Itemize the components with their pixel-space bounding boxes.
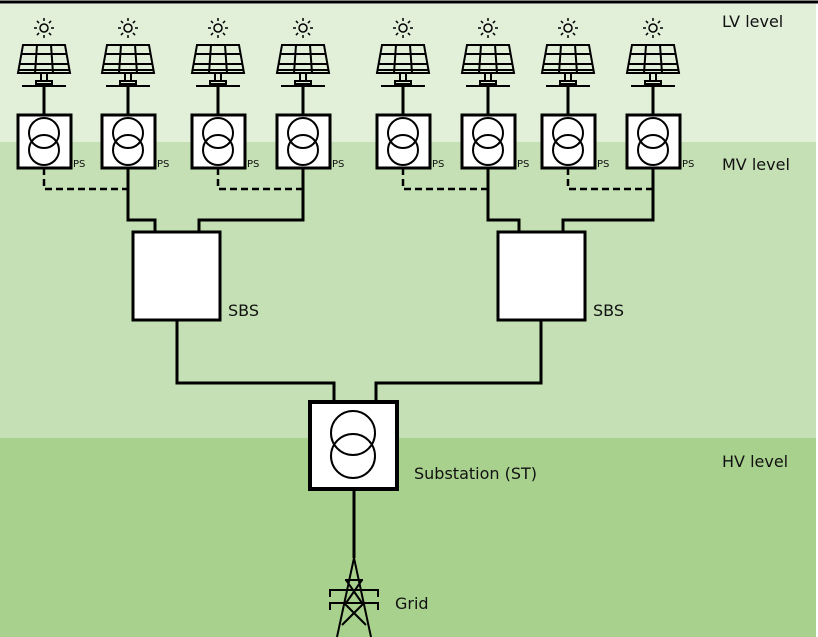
feeder-line [561, 168, 655, 232]
pv-unit: PS [100, 18, 169, 170]
solar-panel-icon [190, 44, 246, 115]
hv-band [0, 438, 816, 637]
feeder-line [126, 168, 157, 232]
substation-label: Substation (ST) [414, 464, 537, 483]
ps-label: PS [247, 159, 259, 170]
mv-band [0, 142, 816, 438]
pv-unit: PS [275, 18, 344, 170]
solar-panel-icon [460, 44, 516, 115]
transformer-icon [637, 117, 669, 166]
solar-panel-icon [16, 44, 72, 115]
pv-unit: PS [375, 18, 444, 170]
substation: Substation (ST) [175, 320, 543, 491]
ps-box [100, 113, 157, 170]
pv-unit: PS [460, 18, 529, 170]
dashed-link [216, 168, 303, 191]
feeder-line [486, 168, 521, 232]
sun-icon [118, 18, 138, 38]
transformer-icon [287, 117, 319, 166]
solar-panel-icon [100, 44, 156, 115]
sun-icon [478, 18, 498, 38]
mv-level-label: MV level [722, 155, 790, 174]
feeder-line [197, 168, 305, 232]
transformer-icon [28, 117, 60, 166]
pv-unit: PS [16, 18, 85, 170]
solar-panel-icon [375, 44, 431, 115]
sun-icon [393, 18, 413, 38]
sbs-label: SBS [593, 301, 624, 320]
sbs-box [131, 230, 222, 322]
dashed-link [566, 168, 653, 191]
lv-level-label: LV level [722, 12, 783, 31]
transformer-icon [387, 117, 419, 166]
ps-box [16, 113, 73, 170]
grid-label: Grid [395, 594, 429, 613]
sbs-label: SBS [228, 301, 259, 320]
ps-box [625, 113, 682, 170]
solar-panel-icon [540, 44, 596, 115]
ps-label: PS [682, 159, 694, 170]
ps-box [190, 113, 247, 170]
ps-box [275, 113, 332, 170]
ps-label: PS [597, 159, 609, 170]
transformer-icon [112, 117, 144, 166]
sun-icon [34, 18, 54, 38]
ps-label: PS [157, 159, 169, 170]
solar-panel-icon [275, 44, 331, 115]
sbs-box [496, 230, 587, 322]
ps-box [375, 113, 432, 170]
transformer-icon [552, 117, 584, 166]
dashed-link [401, 168, 488, 191]
ps-label: PS [73, 159, 85, 170]
ps-label: PS [432, 159, 444, 170]
transformer-icon [330, 410, 376, 479]
transformer-icon [202, 117, 234, 166]
ps-box [460, 113, 517, 170]
pv-unit: PS [540, 18, 609, 170]
ps-label: PS [332, 159, 344, 170]
pv-unit: PS [190, 18, 259, 170]
sun-icon [208, 18, 228, 38]
ps-box [540, 113, 597, 170]
solar-panel-icon [625, 44, 681, 115]
transmission-tower-icon [329, 557, 379, 637]
transformer-icon [472, 117, 504, 166]
sun-icon [643, 18, 663, 38]
hv-level-label: HV level [722, 452, 788, 471]
sun-icon [293, 18, 313, 38]
dashed-link [42, 168, 128, 191]
sun-icon [558, 18, 578, 38]
ps-label: PS [517, 159, 529, 170]
